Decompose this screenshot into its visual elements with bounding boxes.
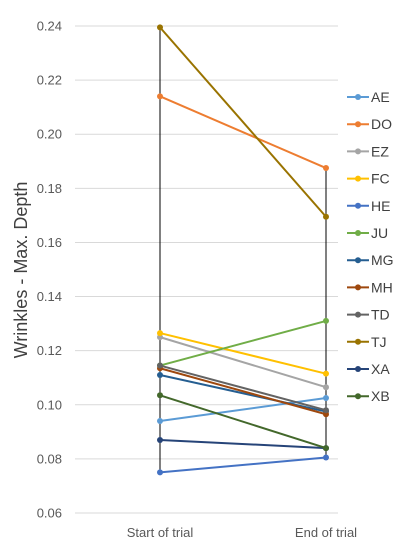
series-tj <box>157 24 329 220</box>
legend-swatch-marker <box>355 148 361 155</box>
series-td <box>157 362 329 414</box>
series-line <box>159 332 327 375</box>
legend-label: JU <box>371 225 388 241</box>
legend-label: TD <box>371 307 390 323</box>
legend-swatch-marker <box>355 284 361 291</box>
series-xa <box>157 436 329 452</box>
legend-swatch-marker <box>355 94 361 100</box>
legend-swatch-marker <box>355 366 361 372</box>
legend-swatch-marker <box>355 230 361 236</box>
legend-label: DO <box>371 116 392 132</box>
legend-label: TJ <box>371 334 387 350</box>
data-point <box>157 24 163 31</box>
legend-label: XA <box>371 361 390 377</box>
data-point <box>323 407 329 414</box>
legend: AE DO EZ FC HE JU MG MH TD TJ XA XB <box>347 89 394 404</box>
series-fc <box>157 330 329 377</box>
series-xb <box>157 392 329 452</box>
data-point <box>157 436 163 443</box>
legend-item-ae: AE <box>347 89 390 105</box>
series-line <box>159 367 327 416</box>
series-line <box>159 397 327 423</box>
legend-label: MG <box>371 252 394 268</box>
legend-item-tj: TJ <box>347 334 387 350</box>
y-tick-label: 0.18 <box>37 181 62 196</box>
x-tick-label: Start of trial <box>127 525 194 540</box>
legend-swatch-marker <box>355 121 361 128</box>
series-ae <box>157 395 329 425</box>
y-tick-label: 0.08 <box>37 451 62 466</box>
y-tick-label: 0.06 <box>37 506 62 521</box>
y-tick-label: 0.16 <box>37 235 62 250</box>
legend-label: AE <box>371 89 390 105</box>
legend-label: EZ <box>371 143 389 159</box>
series-line <box>159 374 327 413</box>
data-point <box>157 418 163 425</box>
data-point <box>323 384 329 391</box>
x-axis-tick-labels: Start of trial End of trial <box>127 525 357 540</box>
y-axis-title: Wrinkles - Max. Depth <box>11 182 31 359</box>
legend-item-xa: XA <box>347 361 390 377</box>
series-line <box>159 26 327 218</box>
data-point <box>157 372 163 379</box>
legend-swatch-marker <box>355 393 361 400</box>
legend-item-ju: JU <box>347 225 388 241</box>
series-line <box>159 364 327 412</box>
series-line <box>159 336 327 389</box>
y-tick-label: 0.10 <box>37 397 62 412</box>
legend-label: HE <box>371 198 390 214</box>
y-tick-label: 0.14 <box>37 289 62 304</box>
y-axis-tick-labels: 0.06 0.08 0.10 0.12 0.14 0.16 0.18 0.20 0.22 0.24 <box>37 19 62 521</box>
series-line <box>159 456 327 474</box>
x-tick-label: End of trial <box>295 525 357 540</box>
legend-swatch-marker <box>355 338 361 345</box>
legend-label: FC <box>371 171 390 187</box>
legend-label: MH <box>371 279 393 295</box>
series-he <box>157 454 329 476</box>
y-tick-label: 0.22 <box>37 73 62 88</box>
data-point <box>323 317 329 324</box>
legend-swatch-marker <box>355 175 361 182</box>
y-tick-label: 0.20 <box>37 127 62 142</box>
legend-item-he: HE <box>347 198 390 214</box>
data-point <box>323 213 329 220</box>
data-point <box>157 392 163 399</box>
data-point <box>157 469 163 476</box>
y-tick-label: 0.24 <box>37 19 62 34</box>
legend-item-td: TD <box>347 307 390 323</box>
legend-item-mg: MG <box>347 252 394 268</box>
series-line <box>159 394 327 450</box>
series-do <box>157 93 329 172</box>
data-point <box>323 370 329 377</box>
data-point <box>323 445 329 452</box>
data-point <box>323 454 329 461</box>
data-point <box>157 362 163 369</box>
legend-swatch-marker <box>355 202 361 209</box>
legend-item-xb: XB <box>347 388 390 404</box>
legend-label: XB <box>371 388 390 404</box>
data-point <box>323 165 329 172</box>
legend-item-ez: EZ <box>347 143 389 159</box>
data-point <box>157 330 163 337</box>
legend-item-mh: MH <box>347 279 393 295</box>
legend-item-fc: FC <box>347 171 390 187</box>
legend-swatch-marker <box>355 257 361 264</box>
series-lines <box>157 24 329 476</box>
data-point <box>323 395 329 402</box>
series-line <box>159 95 327 169</box>
series-line <box>159 319 327 367</box>
legend-item-do: DO <box>347 116 392 132</box>
data-point <box>157 93 163 100</box>
y-tick-label: 0.12 <box>37 343 62 358</box>
series-line <box>159 438 327 450</box>
legend-swatch-marker <box>355 311 361 318</box>
